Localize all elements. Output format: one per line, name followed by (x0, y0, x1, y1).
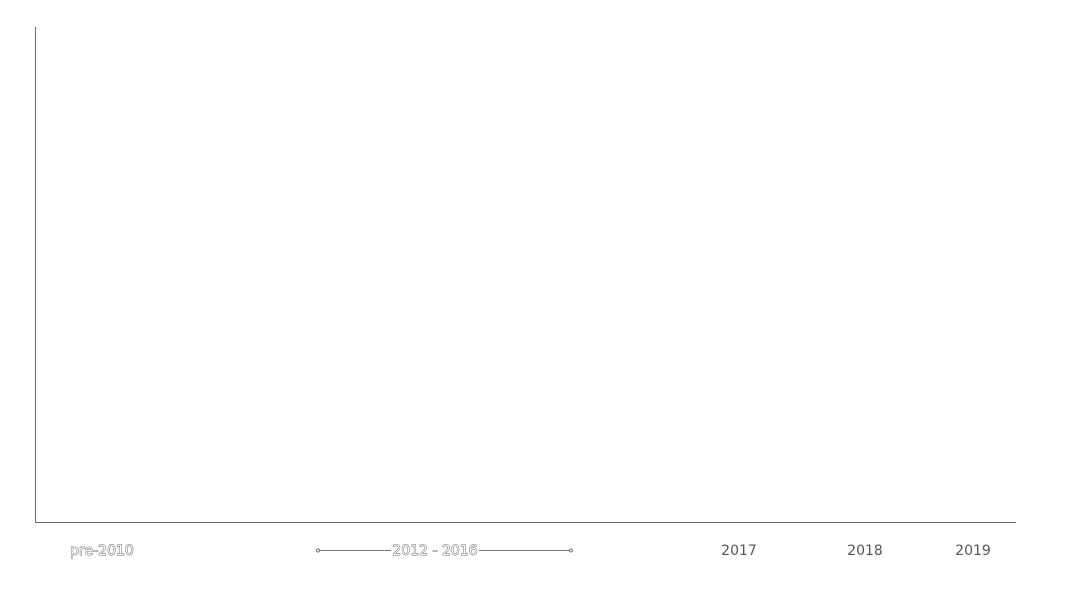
x-tick-label: 2018 (847, 543, 883, 559)
x-tick-label: pre-2010 (70, 543, 134, 559)
x-tick-label: 2019 (955, 543, 991, 559)
x-tick-label: 2012 - 2016 (392, 543, 477, 559)
x-tick-label: 2017 (721, 543, 757, 559)
range-end-dot (569, 548, 573, 553)
x-axis-ticks: pre-2010 2012 - 2016 2017 2018 2019 (70, 543, 991, 560)
range-start-dot (316, 548, 320, 553)
